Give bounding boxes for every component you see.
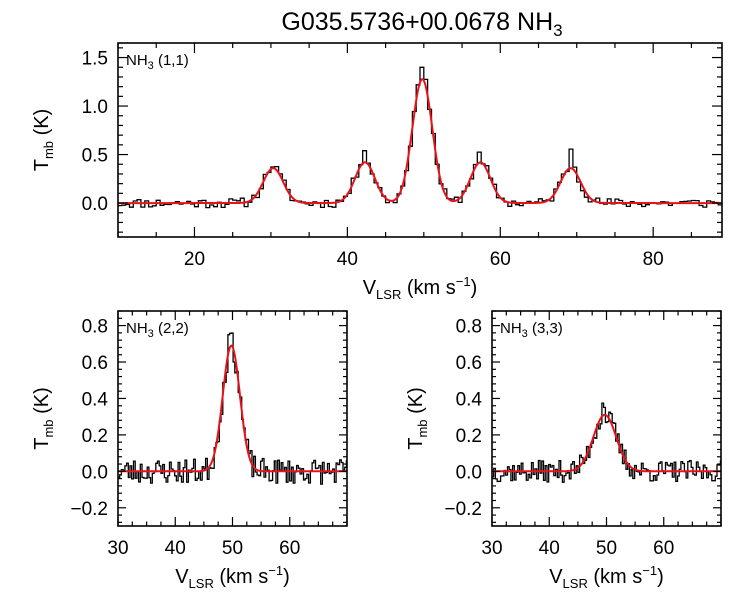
x-tick-label: 80 (643, 249, 664, 270)
x-tick-label: 50 (222, 538, 243, 559)
y-tick-label: 0.5 (82, 146, 108, 167)
y-tick-label: 1.0 (82, 97, 108, 118)
x-tick-label: 60 (490, 249, 511, 270)
fit-curve-nh3-22 (118, 344, 347, 473)
y-tick-label: 0.2 (456, 426, 482, 447)
y-tick-label: 0.8 (82, 317, 108, 338)
y-tick-label: 0.2 (82, 426, 108, 447)
observed-spectrum-nh3-11 (118, 66, 722, 209)
panel-label-nh3-33: NH3 (3,3) (500, 320, 563, 340)
y-tick-label: −0.2 (444, 499, 482, 520)
figure-title-subscript: 3 (553, 21, 562, 40)
y-tick-label: 0.4 (456, 389, 483, 410)
y-tick-label: 0.0 (456, 462, 482, 483)
x-tick-label: 30 (481, 538, 502, 559)
y-tick-label: 0.6 (82, 353, 108, 374)
x-tick-label: 50 (596, 538, 617, 559)
x-tick-label: 40 (337, 249, 358, 270)
x-tick-label: 40 (539, 538, 560, 559)
x-tick-label: 60 (279, 538, 300, 559)
plot-frame-nh3-33 (491, 310, 722, 527)
x-tick-label: 40 (165, 538, 186, 559)
y-tick-label: −0.2 (70, 499, 108, 520)
y-axis-label-nh3-33: Tmb (K) (405, 387, 430, 450)
x-tick-label: 20 (184, 249, 205, 270)
x-axis-label-nh3-22: VLSR (km s−1) (175, 563, 290, 591)
observed-spectrum-nh3-22 (118, 332, 347, 485)
y-tick-label: 0.0 (82, 194, 108, 215)
y-tick-label: 0.6 (456, 353, 482, 374)
x-axis-label-nh3-11: VLSR (km s−1) (363, 274, 478, 302)
x-tick-label: 30 (107, 538, 128, 559)
y-axis-label-nh3-11: Tmb (K) (31, 109, 56, 172)
panel-label-nh3-11: NH3 (1,1) (126, 52, 189, 72)
y-axis-label-nh3-22: Tmb (K) (31, 387, 56, 450)
x-axis-label-nh3-33: VLSR (km s−1) (549, 563, 664, 591)
panel-nh3-11: 20 40 60 80 0.0 0.5 1.0 1.5 NH3 (1,1) VLSR (km s−… (31, 42, 723, 302)
fit-curve-nh3-11 (118, 78, 722, 205)
y-tick-label: 1.5 (82, 49, 108, 70)
x-tick-label: 60 (653, 538, 674, 559)
y-tick-label: 0.0 (82, 462, 108, 483)
observed-spectrum-nh3-33 (492, 402, 721, 483)
panel-nh3-22: 30 40 50 60 −0.2 0.0 0.2 0.4 0.6 0.8 NH3 (2,2) VLSR… (31, 310, 348, 591)
plot-frame-nh3-11 (117, 42, 723, 238)
fit-curve-nh3-33 (492, 413, 721, 473)
panel-label-nh3-22: NH3 (2,2) (126, 320, 189, 340)
figure-title: G035.5736+00.0678 NH3 (281, 8, 562, 40)
y-tick-label: 0.4 (82, 389, 109, 410)
y-tick-label: 0.8 (456, 317, 482, 338)
panel-nh3-33: 30 40 50 60 −0.2 0.0 0.2 0.4 0.6 0.8 NH3 (3,3) VLSR… (405, 310, 722, 591)
